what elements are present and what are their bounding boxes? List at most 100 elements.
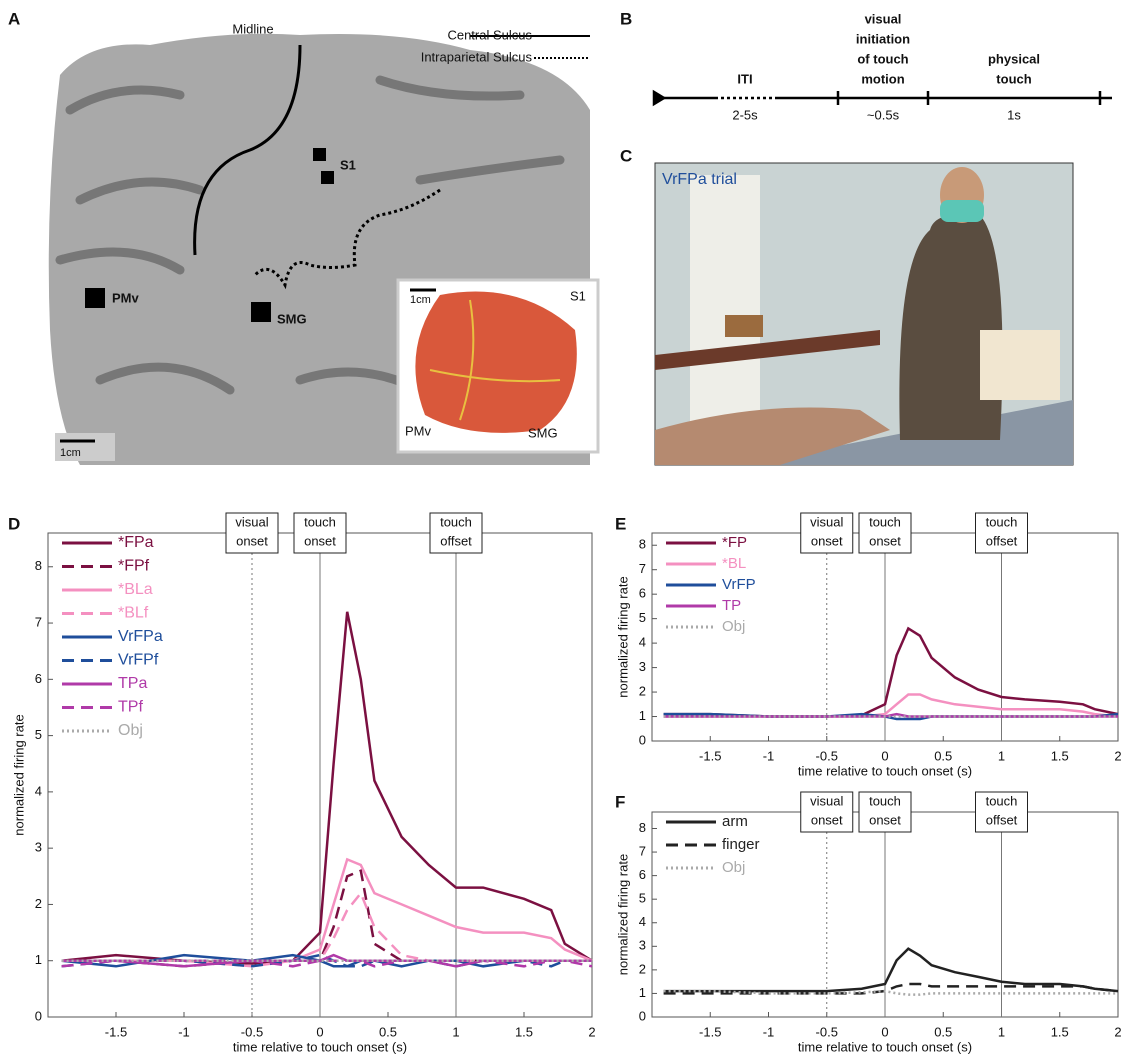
- x-tick-label: -1: [763, 748, 775, 763]
- y-tick-label: 0: [639, 1008, 646, 1023]
- phase-duration: 1s: [1007, 107, 1021, 122]
- x-tick-label: 0.5: [379, 1024, 397, 1039]
- y-tick-label: 5: [639, 610, 646, 625]
- y-tick-label: 6: [35, 671, 42, 686]
- legend-label: *BL: [722, 555, 746, 572]
- panel-label: F: [615, 792, 625, 811]
- y-axis-label: normalized firing rate: [615, 854, 630, 975]
- event-label: onset: [304, 533, 336, 548]
- vr-scene: [654, 162, 1074, 466]
- y-tick-label: 8: [35, 558, 42, 573]
- panel-label: D: [8, 514, 20, 533]
- event-box: [975, 512, 1028, 554]
- phase-label: initiation: [856, 31, 910, 46]
- y-axis-label: normalized firing rate: [615, 576, 630, 697]
- scale-label: 1cm: [60, 447, 81, 459]
- y-tick-label: 5: [639, 891, 646, 906]
- region-label: PMv: [112, 290, 140, 305]
- event-box: [975, 791, 1028, 833]
- event-label: touch: [986, 793, 1018, 808]
- x-tick-label: 2: [1114, 748, 1121, 763]
- x-tick-label: 2: [588, 1024, 595, 1039]
- phase-label: visual: [865, 11, 902, 26]
- panel-label: E: [615, 514, 626, 533]
- x-tick-label: 0.5: [934, 1024, 952, 1039]
- series-line: [663, 693, 1119, 718]
- legend-label: VrFPa: [118, 628, 163, 645]
- legend-label: *FP: [722, 534, 747, 551]
- y-tick-label: 1: [35, 952, 42, 967]
- x-tick-label: -1.5: [699, 1024, 721, 1039]
- y-tick-label: 2: [639, 683, 646, 698]
- region-label: SMG: [277, 311, 307, 326]
- x-tick-label: 0.5: [934, 748, 952, 763]
- x-tick-label: -1.5: [699, 748, 721, 763]
- y-tick-label: 7: [639, 843, 646, 858]
- event-label: touch: [869, 514, 901, 529]
- event-label: visual: [235, 514, 268, 529]
- series-line: [61, 611, 593, 965]
- x-tick-label: -0.5: [241, 1024, 263, 1039]
- x-tick-label: 1.5: [1051, 1024, 1069, 1039]
- y-tick-label: 4: [639, 914, 646, 929]
- x-tick-label: 0: [881, 1024, 888, 1039]
- event-label: touch: [440, 514, 472, 529]
- event-label: touch: [986, 514, 1018, 529]
- y-tick-label: 3: [639, 659, 646, 674]
- legend-label: TP: [722, 597, 741, 614]
- x-axis-label: time relative to touch onset (s): [798, 763, 972, 778]
- y-tick-label: 4: [639, 635, 646, 650]
- event-box: [225, 512, 279, 554]
- x-tick-label: 1: [998, 748, 1005, 763]
- label: Midline: [232, 21, 273, 36]
- x-tick-label: 0: [316, 1024, 323, 1039]
- event-label: onset: [869, 812, 901, 827]
- legend-label: arm: [722, 813, 748, 830]
- region-label: PMv: [405, 423, 432, 438]
- event-box: [293, 512, 347, 554]
- region-label: SMG: [528, 425, 558, 440]
- y-tick-label: 0: [35, 1008, 42, 1023]
- y-tick-label: 3: [35, 840, 42, 855]
- y-tick-label: 2: [35, 896, 42, 911]
- legend-label: *FPa: [118, 534, 154, 551]
- y-tick-label: 6: [639, 867, 646, 882]
- y-tick-label: 6: [639, 586, 646, 601]
- y-tick-label: 0: [639, 732, 646, 747]
- legend-label: *BLf: [118, 605, 149, 622]
- y-tick-label: 7: [639, 561, 646, 576]
- x-tick-label: -0.5: [816, 1024, 838, 1039]
- x-tick-label: -1: [178, 1024, 190, 1039]
- series-line: [663, 989, 1118, 996]
- phase-duration: ~0.5s: [867, 107, 900, 122]
- y-tick-label: 7: [35, 614, 42, 629]
- legend-label: Obj: [722, 859, 745, 876]
- legend-label: Central Sulcus: [447, 27, 532, 42]
- y-tick-label: 4: [35, 783, 42, 798]
- series-line: [61, 959, 593, 968]
- event-label: onset: [869, 533, 901, 548]
- event-label: touch: [869, 793, 901, 808]
- x-tick-label: 1: [452, 1024, 459, 1039]
- legend-label: TPa: [118, 675, 147, 692]
- timeline: [652, 89, 1112, 107]
- phase-label: ITI: [737, 71, 752, 86]
- phase-label: of touch: [857, 51, 908, 66]
- panel-label: C: [620, 146, 632, 165]
- legend-label: *BLa: [118, 581, 153, 598]
- event-label: onset: [811, 812, 843, 827]
- event-box: [800, 791, 854, 833]
- event-label: offset: [986, 812, 1018, 827]
- event-label: onset: [811, 533, 843, 548]
- legend-label: Intraparietal Sulcus: [421, 49, 533, 64]
- x-tick-label: 1.5: [1051, 748, 1069, 763]
- caption: VrFPa trial: [662, 171, 737, 188]
- event-box: [800, 512, 854, 554]
- legend-label: VrFPf: [118, 652, 159, 669]
- series-line: [61, 868, 592, 968]
- legend-label: *FPf: [118, 558, 150, 575]
- x-tick-label: -1.5: [105, 1024, 127, 1039]
- y-tick-label: 8: [639, 537, 646, 552]
- x-axis-label: time relative to touch onset (s): [798, 1039, 972, 1054]
